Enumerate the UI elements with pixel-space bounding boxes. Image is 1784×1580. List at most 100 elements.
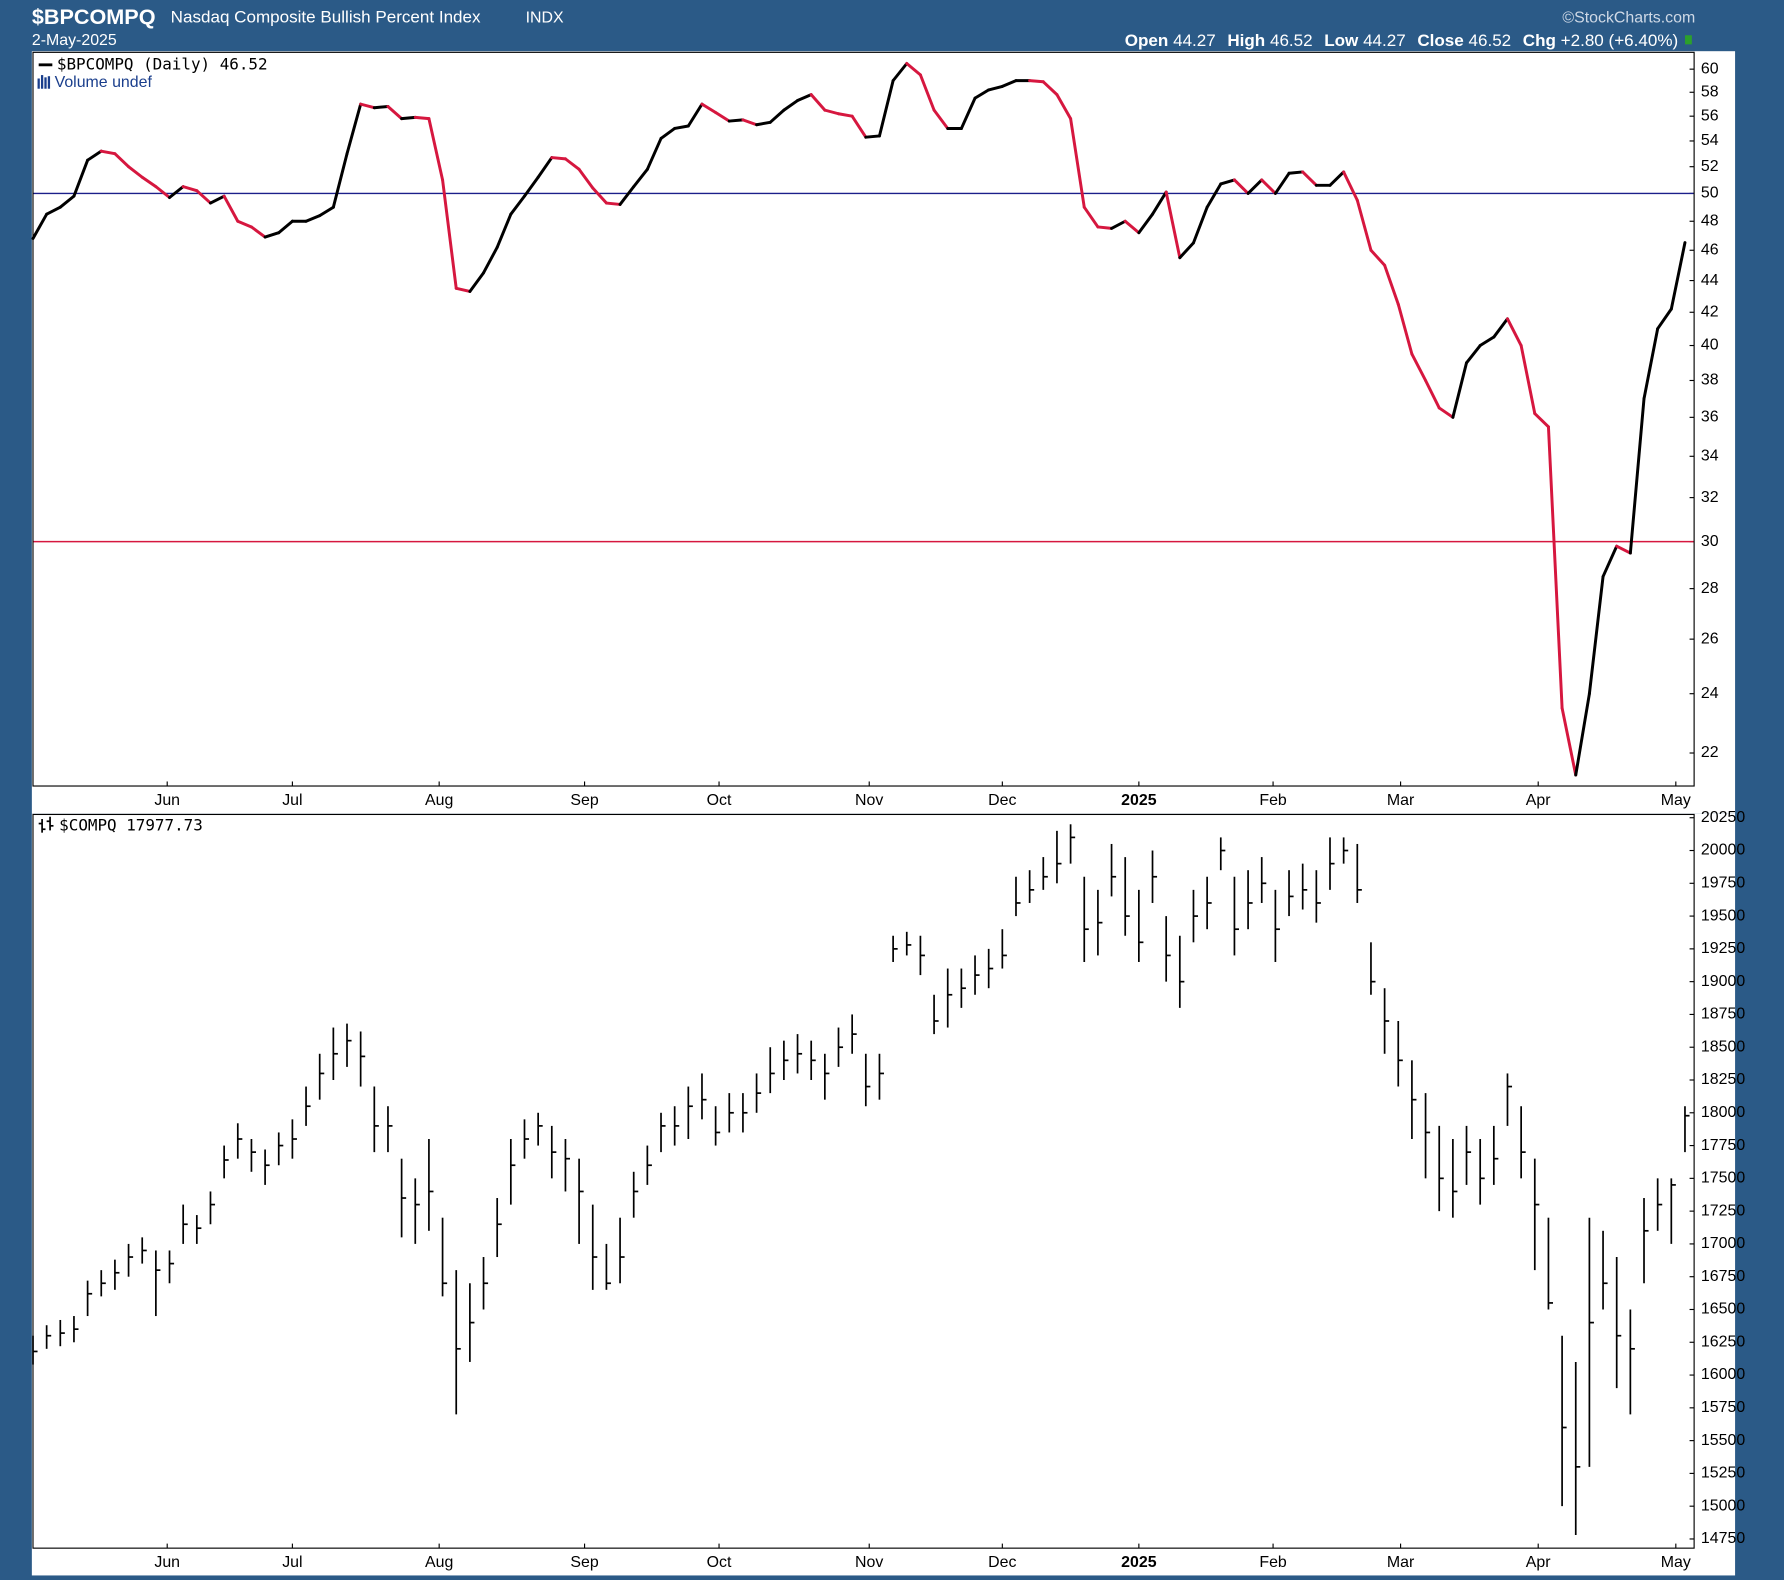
y-tick-label: 46	[1701, 241, 1719, 258]
x-tick-label: 2025	[1121, 1554, 1157, 1571]
y-tick-label: 22	[1701, 744, 1719, 761]
x-tick-label: Feb	[1259, 1554, 1287, 1571]
y-tick-label: 16250	[1701, 1333, 1745, 1350]
line-segment	[1110, 219, 1127, 230]
line-segment	[1205, 182, 1223, 209]
line-segment	[1669, 241, 1687, 311]
line-segment	[400, 115, 417, 121]
line-segment	[58, 194, 76, 209]
line-segment	[918, 73, 936, 112]
line-segment	[864, 134, 881, 139]
volume-icon	[37, 75, 51, 89]
y-tick-label: 54	[1701, 132, 1719, 149]
x-tick-label: Oct	[707, 792, 732, 809]
line-segment	[577, 167, 595, 190]
y-tick-label: 19000	[1701, 973, 1745, 990]
line-segment	[1424, 379, 1441, 410]
sublegend: Volume undef	[55, 74, 153, 91]
line-segment	[1191, 205, 1209, 245]
line-segment	[345, 102, 363, 156]
y-tick-label: 38	[1701, 372, 1719, 389]
y-tick-label: 58	[1701, 83, 1719, 100]
quote-label: High	[1227, 30, 1265, 49]
y-tick-label: 30	[1701, 533, 1719, 550]
y-tick-label: 18500	[1701, 1038, 1745, 1055]
line-segment	[877, 79, 895, 138]
line-segment	[1451, 361, 1469, 419]
line-segment	[1301, 170, 1318, 187]
line-segment	[1369, 248, 1387, 267]
quote-label: Chg	[1523, 30, 1556, 49]
line-segment	[168, 185, 185, 200]
line-segment	[932, 108, 950, 130]
index-name: Nasdaq Composite Bullish Percent Index	[171, 8, 481, 27]
line-segment	[468, 271, 486, 293]
y-tick-label: 52	[1701, 158, 1719, 175]
y-tick-label: 16750	[1701, 1268, 1745, 1285]
x-tick-label: Nov	[855, 1554, 883, 1571]
y-tick-label: 15250	[1701, 1465, 1745, 1482]
x-tick-label: Jul	[282, 1554, 302, 1571]
plot-frame	[32, 51, 1695, 787]
x-tick-label: Feb	[1259, 792, 1287, 809]
line-segment	[768, 108, 786, 124]
line-segment	[1546, 425, 1564, 710]
bottom-panel-background	[31, 813, 1736, 1576]
line-segment	[441, 178, 458, 290]
line-segment	[755, 120, 772, 127]
line-segment	[905, 62, 922, 77]
x-tick-label: May	[1661, 792, 1691, 809]
y-tick-label: 17500	[1701, 1170, 1745, 1187]
y-tick-label: 15000	[1701, 1497, 1745, 1514]
line-segment	[1246, 178, 1264, 195]
line-segment	[1656, 307, 1673, 331]
x-tick-label: Jul	[282, 792, 302, 809]
x-tick-label: Oct	[707, 1554, 732, 1571]
y-tick-label: 60	[1701, 60, 1719, 77]
line-segment	[359, 102, 376, 110]
line-segment	[1587, 575, 1605, 696]
x-tick-label: Jun	[154, 792, 180, 809]
y-tick-label: 17750	[1701, 1137, 1745, 1154]
line-segment	[509, 194, 526, 216]
line-segment	[1041, 80, 1059, 97]
line-segment	[673, 124, 690, 130]
line-segment	[891, 62, 909, 83]
line-segment	[837, 112, 854, 118]
line-segment	[1137, 212, 1154, 235]
line-segment	[249, 225, 267, 239]
quote-label: Close	[1417, 30, 1463, 49]
y-tick-label: 44	[1701, 272, 1719, 289]
line-segment	[222, 194, 240, 223]
quote-label: Low	[1324, 30, 1359, 49]
line-segment	[973, 88, 991, 100]
x-tick-label: Aug	[425, 792, 453, 809]
y-tick-label: 42	[1701, 303, 1719, 320]
line-segment	[427, 117, 445, 182]
line-segment	[127, 165, 144, 179]
y-tick-label: 36	[1701, 409, 1719, 426]
line-segment	[386, 105, 404, 121]
line-segment	[1123, 219, 1141, 235]
line-segment	[1383, 263, 1400, 306]
ohlc-icon	[38, 816, 54, 833]
line-segment	[277, 219, 294, 235]
x-tick-label: Aug	[425, 1554, 453, 1571]
line-segment	[1465, 344, 1482, 365]
line-segment	[1342, 170, 1359, 202]
line-segment	[686, 102, 704, 128]
y-tick-label: 15750	[1701, 1399, 1745, 1416]
x-tick-label: Dec	[988, 1554, 1016, 1571]
y-tick-label: 16000	[1701, 1366, 1745, 1383]
line-segment	[1055, 93, 1073, 121]
y-tick-label: 17250	[1701, 1202, 1745, 1219]
line-segment	[31, 212, 49, 240]
line-segment	[823, 108, 840, 116]
line-segment	[1328, 170, 1346, 187]
y-tick-label: 26	[1701, 630, 1719, 647]
line-segment	[45, 205, 62, 216]
y-tick-label: 34	[1701, 448, 1719, 465]
line-segment	[482, 245, 499, 275]
line-segment	[99, 149, 117, 156]
